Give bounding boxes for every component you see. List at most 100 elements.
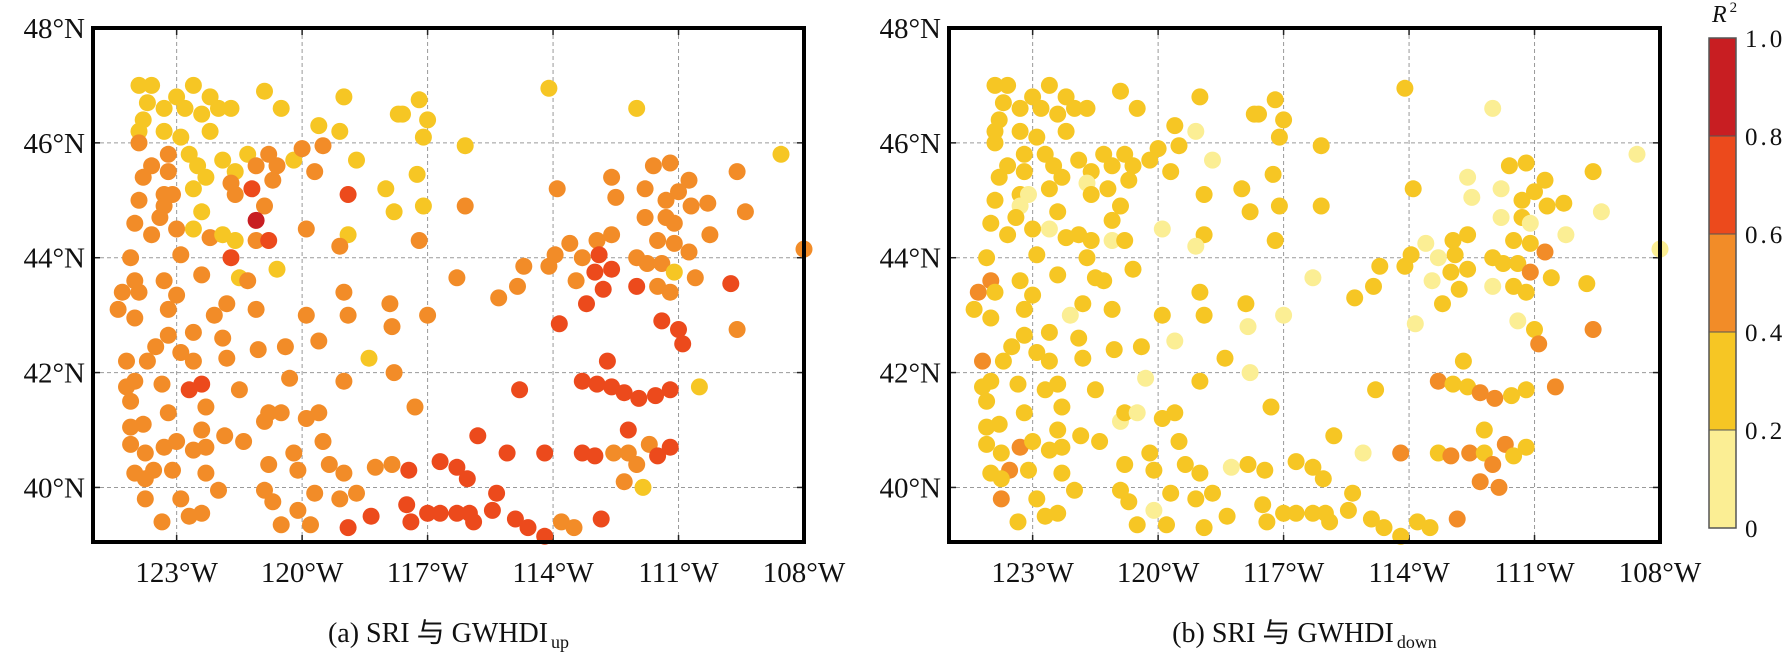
x-tick-label: 114°W — [512, 557, 594, 589]
station-point — [982, 214, 1000, 232]
station-point — [1028, 344, 1046, 361]
station-point — [1074, 295, 1092, 313]
station-point — [1011, 99, 1029, 117]
station-point — [256, 197, 273, 215]
station-point — [366, 458, 384, 476]
station-point — [653, 255, 671, 272]
station-point — [978, 392, 996, 410]
station-point — [1484, 277, 1502, 295]
station-point — [1429, 372, 1447, 390]
station-point — [214, 329, 232, 347]
station-point — [383, 318, 401, 336]
station-point — [1442, 263, 1460, 281]
station-point — [306, 163, 324, 181]
station-point — [360, 349, 378, 367]
x-tick-label: 111°W — [1494, 557, 1575, 589]
y-tick-label: 40°N — [23, 472, 85, 504]
station-point — [511, 381, 529, 399]
station-point — [1191, 464, 1209, 482]
station-point — [1241, 203, 1259, 221]
station-point — [331, 237, 349, 255]
colorbar-segment — [1708, 331, 1737, 431]
station-point — [172, 246, 190, 264]
station-point — [218, 295, 236, 313]
station-point — [1371, 257, 1389, 275]
station-point — [1486, 389, 1504, 407]
station-point — [1082, 186, 1100, 203]
station-point — [281, 369, 299, 387]
station-point — [1187, 122, 1205, 140]
station-point — [992, 490, 1010, 508]
station-point — [1542, 269, 1560, 287]
station-point — [994, 352, 1012, 370]
station-point — [268, 157, 286, 175]
station-point — [1517, 154, 1535, 172]
station-point — [314, 137, 332, 155]
station-point — [197, 168, 215, 186]
station-point — [264, 493, 282, 511]
station-point — [310, 117, 328, 135]
station-point — [1028, 128, 1046, 146]
station-point — [339, 306, 357, 324]
station-point — [982, 309, 1000, 327]
station-point — [419, 504, 437, 522]
station-point — [1325, 427, 1343, 445]
station-point — [235, 433, 253, 450]
station-point — [143, 226, 161, 244]
station-point — [126, 214, 144, 232]
station-point — [147, 338, 165, 356]
station-point — [184, 352, 202, 370]
station-point — [118, 352, 135, 370]
station-point — [172, 344, 190, 361]
station-point — [1392, 444, 1410, 462]
station-point — [1505, 232, 1523, 249]
station-point — [1074, 349, 1092, 367]
colorbar-tick-label: 0.2 — [1745, 418, 1782, 445]
station-point — [1116, 232, 1134, 249]
station-point — [1216, 349, 1234, 367]
station-point — [168, 433, 186, 450]
station-point — [222, 99, 240, 117]
station-point — [1490, 478, 1508, 496]
station-point — [1099, 180, 1117, 198]
station-point — [1592, 203, 1610, 221]
station-point — [260, 232, 278, 249]
station-point — [1270, 197, 1288, 215]
colorbar-label-text: R — [1711, 2, 1727, 28]
station-point — [969, 283, 987, 301]
station-point — [1442, 447, 1460, 465]
station-point — [603, 260, 621, 278]
station-point — [1128, 404, 1146, 422]
station-point — [193, 504, 211, 522]
station-point — [965, 300, 983, 318]
station-point — [1049, 375, 1067, 393]
station-point — [1053, 168, 1071, 186]
station-point — [289, 461, 307, 479]
station-point — [1053, 438, 1071, 456]
station-point — [1015, 163, 1033, 181]
station-point — [615, 473, 633, 491]
colorbar-segment — [1708, 233, 1737, 333]
station-point — [1275, 111, 1293, 129]
station-point — [1459, 226, 1477, 244]
station-point — [272, 99, 290, 117]
station-point — [540, 79, 558, 97]
station-point — [302, 516, 319, 534]
station-point — [136, 490, 154, 508]
station-point — [670, 321, 687, 338]
station-point — [222, 249, 240, 267]
colorbar-tick-label: 0 — [1745, 516, 1761, 543]
station-point — [644, 157, 662, 175]
station-point — [1362, 510, 1380, 528]
station-point — [168, 286, 186, 304]
station-point — [1254, 496, 1272, 514]
station-point — [335, 283, 353, 301]
station-point — [994, 94, 1012, 112]
station-point — [628, 277, 646, 295]
station-point — [226, 186, 244, 203]
station-point — [1461, 444, 1479, 462]
station-point — [1444, 232, 1462, 249]
station-point — [1304, 458, 1322, 476]
map-frame — [947, 26, 1662, 544]
